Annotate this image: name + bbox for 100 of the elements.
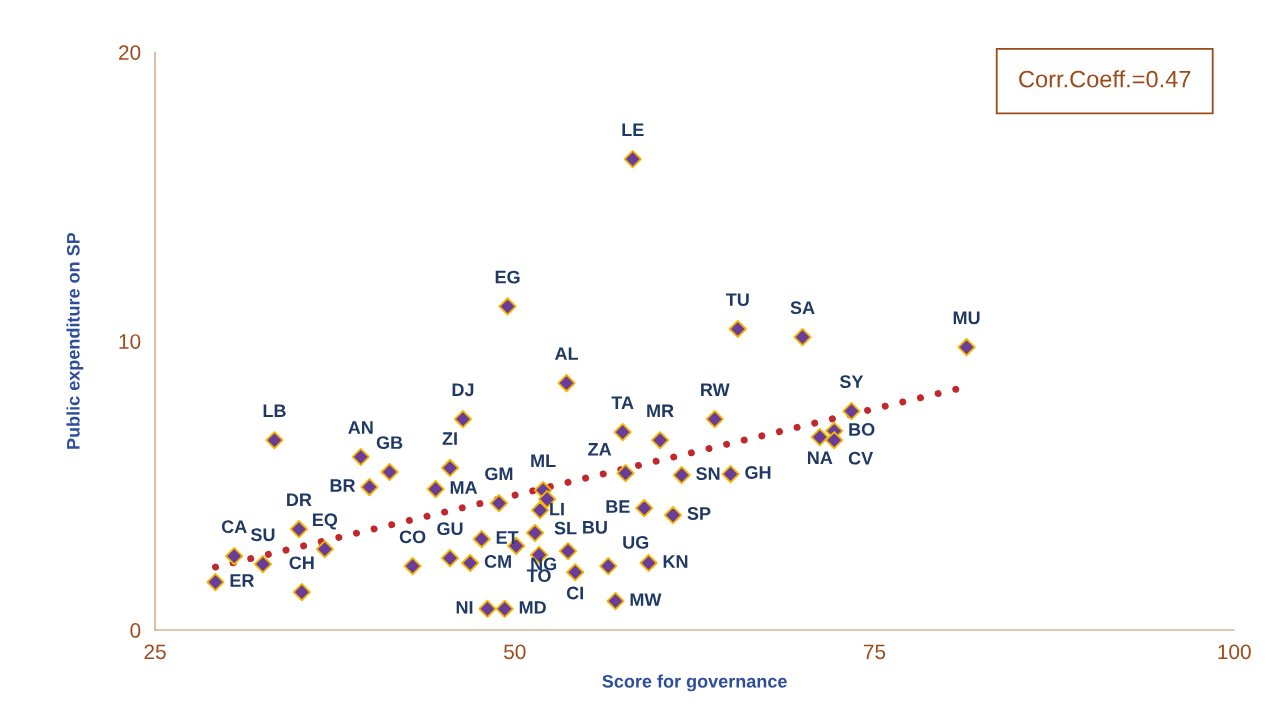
annotation: SY: [839, 375, 864, 389]
point: [360, 477, 379, 497]
annotation: SU: [250, 528, 275, 542]
annotation: GU: [437, 522, 463, 536]
annotation: CO: [399, 530, 426, 544]
point: [472, 529, 491, 549]
annotation: LI: [550, 502, 564, 516]
annotation: NG: [531, 557, 557, 571]
y-tick-label: 0: [130, 623, 141, 638]
annotation: CI: [566, 586, 584, 600]
point: [453, 410, 473, 429]
annotation: SA: [790, 301, 815, 315]
annotation: MD: [519, 601, 546, 614]
point: [225, 546, 244, 566]
annotation: CH: [289, 556, 314, 570]
annotation: EQ: [312, 513, 338, 530]
annotation: RW: [701, 383, 730, 396]
annotation: BR: [330, 479, 356, 492]
point: [635, 498, 654, 518]
point: [793, 327, 812, 347]
annotation: GB: [376, 436, 403, 449]
annotation: BU: [583, 521, 607, 534]
annotation: EG: [495, 270, 520, 284]
annotation: MR: [647, 404, 674, 418]
annotation: DJ: [452, 383, 474, 397]
annotation: AL: [554, 347, 579, 360]
annotation: AN: [348, 421, 373, 434]
x-axis-title: Score for governance: [602, 674, 787, 692]
annotation: TA: [611, 396, 634, 409]
point: [426, 479, 445, 499]
point: [495, 599, 514, 619]
point: [705, 410, 724, 429]
point: [721, 464, 740, 484]
point: [957, 338, 976, 357]
point: [810, 427, 829, 447]
point: [613, 423, 632, 442]
point: [498, 297, 517, 316]
y-tick-label: 10: [119, 334, 141, 349]
point: [530, 501, 550, 520]
annotation: KN: [663, 555, 688, 568]
annotation: Corr.Coeff.=0.47: [1019, 70, 1191, 88]
point: [728, 319, 747, 339]
point: [315, 540, 334, 559]
point: [558, 542, 578, 561]
annotation: ZA: [588, 443, 612, 456]
point: [380, 462, 399, 482]
point: [265, 431, 284, 450]
annotation: ZI: [442, 432, 457, 445]
x-tick-label: 50: [504, 644, 526, 660]
point: [440, 458, 460, 478]
point: [440, 548, 460, 568]
point: [616, 464, 635, 483]
point: [253, 555, 273, 574]
point: [599, 557, 618, 576]
point: [566, 563, 585, 582]
point: [478, 599, 497, 619]
annotation: MW: [630, 593, 662, 606]
point: [461, 553, 480, 573]
x-tick-label: 100: [1218, 644, 1251, 660]
annotation: TU: [725, 293, 749, 306]
annotation: ET: [496, 531, 519, 544]
point: [403, 557, 422, 576]
point: [289, 520, 309, 539]
annotation: NA: [807, 451, 833, 465]
point: [292, 583, 311, 602]
annotation: CM: [484, 555, 511, 568]
annotation: LE: [622, 123, 644, 136]
point: [557, 373, 576, 393]
point: [206, 572, 225, 592]
point: [525, 523, 545, 543]
point: [623, 150, 642, 169]
annotation: UG: [623, 535, 649, 549]
x-tick-label: 75: [863, 644, 886, 660]
annotation: GH: [745, 466, 771, 479]
annotation: DR: [287, 493, 312, 507]
point: [672, 466, 691, 485]
annotation: GM: [485, 467, 513, 481]
annotation: LB: [263, 404, 286, 418]
point: [663, 505, 683, 525]
annotation: SN: [696, 467, 720, 481]
annotation: SL: [554, 521, 577, 535]
point: [351, 447, 370, 467]
annotation: CV: [848, 451, 874, 465]
y-axis-title: Public expenditure on SP: [66, 232, 84, 449]
point: [825, 431, 844, 450]
point: [489, 494, 509, 513]
annotation: ML: [531, 454, 556, 468]
annotation: TO: [526, 569, 551, 583]
x-tick-label: 25: [144, 644, 166, 660]
y-tick-label: 20: [119, 45, 141, 60]
annotation: MU: [953, 311, 980, 325]
annotation: CA: [221, 520, 247, 534]
annotation: ER: [230, 574, 255, 587]
point: [606, 592, 625, 611]
point: [842, 401, 861, 421]
annotation: BE: [606, 500, 630, 513]
annotation: MA: [450, 481, 478, 494]
point: [639, 553, 658, 573]
point: [650, 431, 670, 450]
annotation: NI: [456, 601, 473, 614]
